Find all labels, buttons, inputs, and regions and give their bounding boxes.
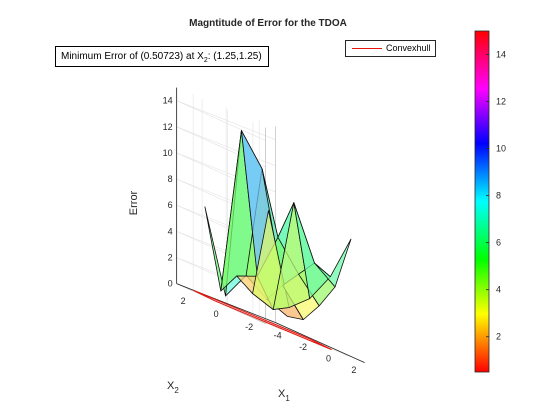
legend: Convexhull [345, 40, 436, 57]
x2-axis-label: X2 [167, 380, 179, 395]
colorbar-tick-label: 12 [496, 97, 506, 107]
x1-axis-line [275, 322, 365, 363]
x1-tick-label: 0 [326, 354, 331, 364]
x1-tick-label: -4 [274, 331, 282, 341]
legend-label-convexhull: Convexhull [386, 43, 431, 53]
colorbar-tick-label: 2 [496, 332, 501, 342]
x1-axis-label: X1 [278, 388, 290, 403]
x2-tick-label: -2 [245, 322, 253, 332]
colorbar-tick-label: 8 [496, 191, 501, 201]
colorbar-tick-label: 10 [496, 144, 506, 154]
z-axis-label: Error [128, 190, 140, 215]
z-tick-label: 6 [168, 200, 173, 210]
surface-facet [314, 238, 352, 288]
axis-labels: Magntitude of Error for the TDOA Error X… [128, 18, 347, 403]
convex-hull-line [192, 289, 332, 351]
colorbar-ticks: 2 4 6 8 10 12 14 [486, 50, 506, 342]
legend-line-swatch [352, 48, 382, 49]
z-tick-label: 12 [163, 122, 173, 132]
colorbar-tick-label: 6 [496, 238, 501, 248]
z-tick-label: 8 [168, 174, 173, 184]
colorbar-gradient [474, 30, 490, 373]
colorbar: 2 4 6 8 10 12 14 [474, 30, 506, 373]
z-tick-label: 0 [168, 279, 173, 289]
colorbar-tick-label: 4 [496, 285, 501, 295]
grid-line-z [176, 100, 266, 141]
chart-title: Magntitude of Error for the TDOA [189, 18, 347, 29]
colorbar-tick-label: 14 [496, 50, 506, 60]
z-tick-label: 10 [163, 148, 173, 158]
x1-tick-label: 2 [351, 365, 356, 375]
x2-tick-label: 0 [214, 309, 219, 319]
z-tick-label: 2 [168, 253, 173, 263]
minimum-error-annotation: Minimum Error of (0.50723) at X2: (1.25,… [55, 46, 269, 67]
error-surface [204, 130, 352, 321]
x2-tick-label: 2 [181, 296, 186, 306]
x1-tick-label: -2 [299, 342, 307, 352]
z-tick-label: 4 [168, 226, 173, 236]
z-tick-label: 14 [163, 96, 173, 106]
convex-hull [192, 289, 332, 351]
